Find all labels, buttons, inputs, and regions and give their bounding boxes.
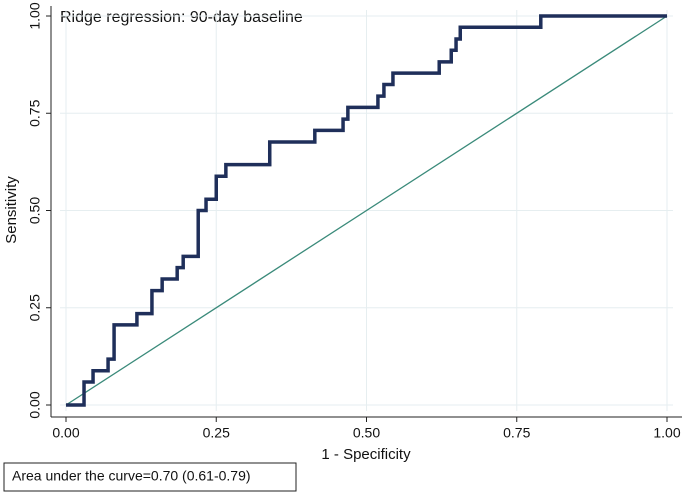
y-tick-label: 0.00 — [27, 391, 43, 418]
y-tick-label: 0.25 — [27, 294, 43, 321]
reference-line — [65, 15, 668, 406]
annotation-box — [3, 462, 297, 492]
y-tick-label: 1.00 — [27, 2, 43, 29]
annotation: Area under the curve=0.70 (0.61-0.79) — [12, 468, 251, 484]
y-tick-label: 0.75 — [27, 99, 43, 126]
x-tick-label: 0.75 — [503, 425, 530, 441]
y-axis-label: Sensitivity — [3, 176, 20, 244]
x-tick-label: 0.25 — [203, 425, 230, 441]
roc-curve — [66, 14, 667, 407]
x-tick-label: 1.00 — [653, 425, 680, 441]
chart-title: Ridge regression: 90-day baseline — [60, 9, 303, 26]
x-tick-label: 0.50 — [353, 425, 380, 441]
x-axis-label: 1 - Specificity — [321, 446, 411, 463]
y-tick-label: 0.50 — [27, 197, 43, 224]
x-tick-label: 0.00 — [52, 425, 79, 441]
